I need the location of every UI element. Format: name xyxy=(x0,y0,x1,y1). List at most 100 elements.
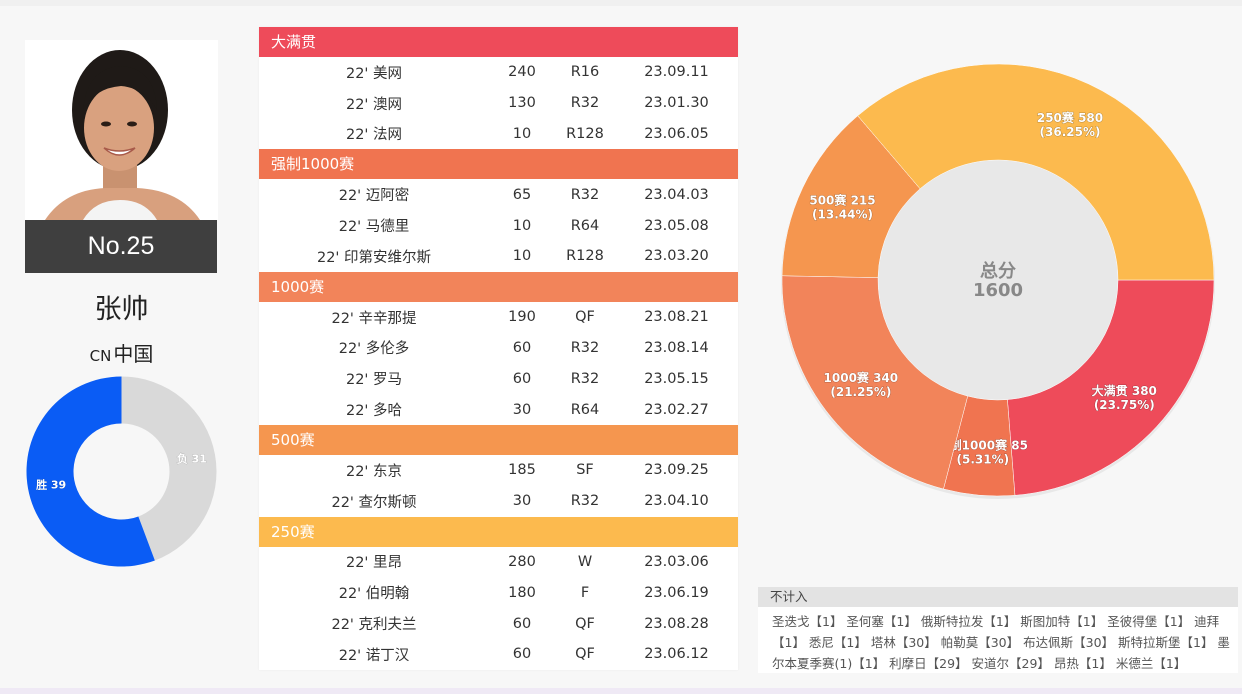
points-cell: 60 xyxy=(512,646,532,663)
date-cell: 23.05.15 xyxy=(644,370,709,387)
win-slice xyxy=(26,376,155,567)
points-cell: 65 xyxy=(512,186,532,203)
points-cell: 10 xyxy=(512,125,532,142)
date-cell: 23.08.14 xyxy=(644,339,709,356)
excluded-title: 不计入 xyxy=(758,587,1238,607)
excluded-panel: 不计入 圣迭戈【1】 圣何塞【1】 俄斯特拉发【1】 斯图加特【1】 圣彼得堡【… xyxy=(758,587,1238,673)
table-row: 22' 多哈 30 R64 23.02.27 xyxy=(259,394,738,425)
event-cell: 22' 美网 xyxy=(345,65,403,82)
date-cell: 23.04.10 xyxy=(644,493,709,510)
table-row: 22' 马德里 10 R64 23.05.08 xyxy=(259,210,738,241)
round-cell: QF xyxy=(575,309,595,326)
event-cell: 22' 东京 xyxy=(345,463,403,480)
points-donut-svg: 大满贯 380(23.75%) 强制1000赛 85(5.31%) 1000赛 34… xyxy=(781,63,1215,499)
slice-label: 强制1000赛 85 xyxy=(938,437,1028,452)
points-cell: 10 xyxy=(512,248,532,265)
table-row: 22' 澳网 130 R32 23.01.30 xyxy=(259,88,738,119)
category-header: 强制1000赛 xyxy=(259,149,738,180)
round-cell: R32 xyxy=(570,370,600,387)
country-code: CN xyxy=(89,347,112,365)
donut-slice[interactable] xyxy=(781,275,969,490)
slice-label: 500赛 215 xyxy=(809,192,875,207)
event-cell: 22' 多哈 xyxy=(345,403,403,420)
loss-slice xyxy=(121,376,217,561)
table-row: 22' 里昂 280 W 23.03.06 xyxy=(259,547,738,578)
round-cell: R128 xyxy=(566,125,604,142)
table-row: 22' 罗马 60 R32 23.05.15 xyxy=(259,363,738,394)
date-cell: 23.08.28 xyxy=(644,615,709,632)
top-border xyxy=(0,0,1242,6)
table-row: 22' 东京 185 SF 23.09.25 xyxy=(259,455,738,486)
slice-percent-label: (5.31%) xyxy=(957,452,1010,466)
slice-label: 250赛 580 xyxy=(1037,110,1103,125)
points-cell: 30 xyxy=(512,401,532,418)
round-cell: R32 xyxy=(570,186,600,203)
bottom-border xyxy=(0,688,1242,694)
points-cell: 30 xyxy=(512,493,532,510)
table-row: 22' 迈阿密 65 R32 23.04.03 xyxy=(259,179,738,210)
round-cell: F xyxy=(580,584,590,601)
event-cell: 22' 迈阿密 xyxy=(338,188,410,205)
points-cell: 60 xyxy=(512,370,532,387)
win-label: 胜 39 xyxy=(35,477,66,491)
slice-percent-label: (21.25%) xyxy=(830,385,891,399)
excluded-list: 圣迭戈【1】 圣何塞【1】 俄斯特拉发【1】 斯图加特【1】 圣彼得堡【1】 迪… xyxy=(772,614,1230,671)
table-row: 22' 多伦多 60 R32 23.08.14 xyxy=(259,333,738,364)
player-name: 张帅 xyxy=(94,294,149,325)
date-cell: 23.02.27 xyxy=(644,401,709,418)
points-cell: 190 xyxy=(508,309,536,326)
donut-slice[interactable] xyxy=(857,63,1215,281)
country-name: 中国 xyxy=(113,342,154,366)
date-cell: 23.06.19 xyxy=(644,584,709,601)
event-cell: 22' 查尔斯顿 xyxy=(331,494,417,511)
round-cell: R16 xyxy=(570,64,600,81)
date-cell: 23.04.03 xyxy=(644,186,709,203)
round-cell: R32 xyxy=(570,493,600,510)
round-cell: R64 xyxy=(570,401,600,418)
table-row: 22' 法网 10 R128 23.06.05 xyxy=(259,119,738,150)
points-donut-chart: 大满贯 380 (23.75%) 强制1000赛 85 (5.31%) 1000赛 34… xyxy=(770,50,1230,510)
table-row: 22' 印第安维尔斯 10 R128 23.03.20 xyxy=(259,241,738,272)
date-cell: 23.01.30 xyxy=(644,95,709,112)
player-country: CN 中国 xyxy=(25,338,218,367)
win-loss-svg: 负 31 胜 39 xyxy=(26,376,217,567)
round-cell: SF xyxy=(576,462,594,479)
rank-badge: No.25 xyxy=(25,220,217,273)
slice-percent-label: (36.25%) xyxy=(1040,125,1101,139)
points-cell: 280 xyxy=(508,553,536,570)
event-cell: 22' 罗马 xyxy=(345,372,403,389)
slice-percent-label: (23.75%) xyxy=(1094,398,1155,412)
date-cell: 23.08.21 xyxy=(644,309,709,326)
date-cell: 23.06.05 xyxy=(644,125,709,142)
round-cell: R128 xyxy=(566,248,604,265)
date-cell: 23.09.25 xyxy=(644,462,709,479)
category-header: 1000赛 xyxy=(259,271,738,302)
points-cell: 10 xyxy=(512,217,532,234)
donut-center-value: 1600 xyxy=(973,280,1023,301)
category-header: 250赛 xyxy=(259,516,738,547)
round-cell: QF xyxy=(575,646,595,663)
date-cell: 23.09.11 xyxy=(644,64,709,81)
date-cell: 23.05.08 xyxy=(644,217,709,234)
points-table: 大满贯 22' 美网 240 R16 23.09.11 22' 澳网 130 R32 23.01… xyxy=(259,27,738,670)
event-cell: 22' 澳网 xyxy=(345,96,403,113)
event-cell: 22' 多伦多 xyxy=(338,341,410,358)
event-cell: 22' 克利夫兰 xyxy=(331,617,417,634)
date-cell: 23.03.20 xyxy=(644,248,709,265)
round-cell: R32 xyxy=(570,95,600,112)
event-cell: 22' 印第安维尔斯 xyxy=(316,249,432,266)
player-photo xyxy=(25,40,218,220)
round-cell: QF xyxy=(575,615,595,632)
event-cell: 22' 马德里 xyxy=(338,219,410,236)
round-cell: R64 xyxy=(570,217,600,234)
event-cell: 22' 伯明翰 xyxy=(338,586,410,603)
date-cell: 23.06.12 xyxy=(644,646,709,663)
donut-slice[interactable] xyxy=(1007,279,1215,496)
category-header: 大满贯 xyxy=(259,27,738,57)
round-cell: W xyxy=(577,553,593,570)
points-cell: 60 xyxy=(512,615,532,632)
points-cell: 180 xyxy=(508,584,536,601)
table-row: 22' 伯明翰 180 F 23.06.19 xyxy=(259,577,738,608)
event-cell: 22' 诺丁汉 xyxy=(338,647,410,664)
points-cell: 185 xyxy=(508,462,536,479)
